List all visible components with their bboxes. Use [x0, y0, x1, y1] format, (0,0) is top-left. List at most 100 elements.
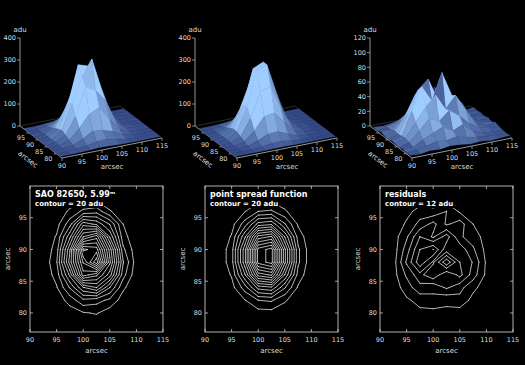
surface-plot: 9095100105110115808590950100200300400arc… — [4, 26, 169, 171]
x-tick — [163, 329, 164, 332]
x-tick — [380, 186, 381, 189]
title-backdrop — [384, 200, 454, 208]
x-tick — [472, 146, 473, 149]
surface-cell — [232, 152, 246, 157]
y-tick — [380, 312, 383, 313]
contour — [258, 245, 275, 266]
x-tick — [277, 150, 278, 153]
x-tick-label: 105 — [454, 336, 466, 344]
x-tick — [205, 186, 206, 189]
x-tick — [337, 138, 338, 141]
contour — [62, 217, 122, 296]
x-tick — [311, 186, 312, 189]
contour — [238, 218, 294, 294]
z-tick-label: 200 — [179, 78, 191, 86]
x-tick-label: 100 — [271, 154, 283, 162]
surface-cell — [57, 151, 71, 156]
y-axis-title: arcsec — [4, 248, 12, 271]
y-axis-title: arcsec — [354, 248, 362, 271]
x-axis-title: arcsec — [451, 163, 474, 171]
x-tick — [338, 186, 339, 189]
x-tick-label: 110 — [305, 336, 317, 344]
x-tick-label: 110 — [486, 146, 498, 154]
contour — [73, 231, 110, 280]
z-tick — [192, 38, 195, 39]
z-tick-label: 120 — [354, 34, 366, 42]
x-tick — [30, 186, 31, 189]
x-tick-label: 95 — [402, 336, 410, 344]
y-tick-label: 90 — [201, 141, 209, 149]
y-tick-label: 85 — [19, 278, 27, 286]
z-tick-label: 300 — [4, 56, 16, 64]
z-tick-label: 40 — [358, 93, 366, 101]
y-tick-label: 95 — [194, 214, 202, 222]
y-tick — [160, 281, 163, 282]
contour — [226, 202, 306, 310]
surface-axes: 9095100105110115808590950100200300400arc… — [4, 26, 169, 171]
z-tick — [367, 111, 370, 112]
contour — [76, 235, 106, 276]
x-tick — [122, 146, 123, 149]
contour — [81, 246, 101, 267]
x-tick-label: 105 — [104, 336, 116, 344]
x-tick-label: 115 — [332, 336, 344, 344]
y-tick — [510, 217, 513, 218]
z-tick — [17, 126, 20, 127]
surface-axes: 909510010511011580859095020406080100120a… — [354, 26, 519, 171]
x-tick — [258, 186, 259, 189]
surface-axes: 9095100105110115808590950100200300400arc… — [179, 26, 344, 171]
y-tick-label: 85 — [369, 278, 377, 286]
y-tick — [376, 132, 379, 133]
x-tick — [205, 329, 206, 332]
y-tick — [205, 281, 208, 282]
y-tick-label: 90 — [26, 141, 34, 149]
y-tick — [205, 312, 208, 313]
y-tick-label: 80 — [44, 155, 52, 163]
y-tick-label: 95 — [369, 214, 377, 222]
x-tick-label: 95 — [227, 336, 235, 344]
x-tick — [83, 186, 84, 189]
y-tick-label: 85 — [35, 148, 43, 156]
contour — [401, 211, 479, 295]
x-tick — [486, 186, 487, 189]
z-axis-title: adu — [363, 26, 376, 34]
y-tick-label: 90 — [19, 246, 27, 254]
x-tick — [297, 146, 298, 149]
panel-subtitle: contour = 12 adu — [385, 200, 453, 208]
y-tick — [160, 249, 163, 250]
x-tick-label: 105 — [466, 150, 478, 158]
y-tick — [385, 139, 388, 140]
y-tick-label: 90 — [369, 246, 377, 254]
panel-title: residuals — [385, 190, 426, 199]
y-tick — [394, 146, 397, 147]
y-tick-label: 95 — [367, 134, 375, 142]
x-tick-label: 90 — [201, 336, 209, 344]
y-tick — [335, 312, 338, 313]
x-tick — [142, 142, 143, 145]
z-tick-label: 100 — [354, 49, 366, 57]
y-axis-title: arcsec — [191, 150, 214, 170]
z-tick-label: 0 — [362, 122, 366, 130]
title-backdrop — [34, 190, 116, 199]
y-tick — [510, 281, 513, 282]
y-axis-title: arcsec — [179, 248, 187, 271]
contour — [71, 229, 112, 284]
z-tick — [367, 96, 370, 97]
z-tick — [367, 38, 370, 39]
panel-title: SAO 82650, 5.99ᵐ — [35, 190, 115, 199]
contour — [406, 222, 472, 289]
x-tick — [492, 142, 493, 145]
x-axis-title: arcsec — [101, 163, 124, 171]
contour — [64, 219, 119, 293]
x-tick — [284, 186, 285, 189]
x-tick — [62, 158, 63, 161]
z-axis-title: adu — [188, 26, 201, 34]
z-tick — [17, 82, 20, 83]
x-tick-label: 110 — [136, 146, 148, 154]
x-tick — [163, 186, 164, 189]
plot-frame — [380, 186, 513, 332]
z-tick — [367, 82, 370, 83]
contour — [256, 242, 276, 269]
y-tick-label: 85 — [210, 148, 218, 156]
x-tick-label: 110 — [480, 336, 492, 344]
